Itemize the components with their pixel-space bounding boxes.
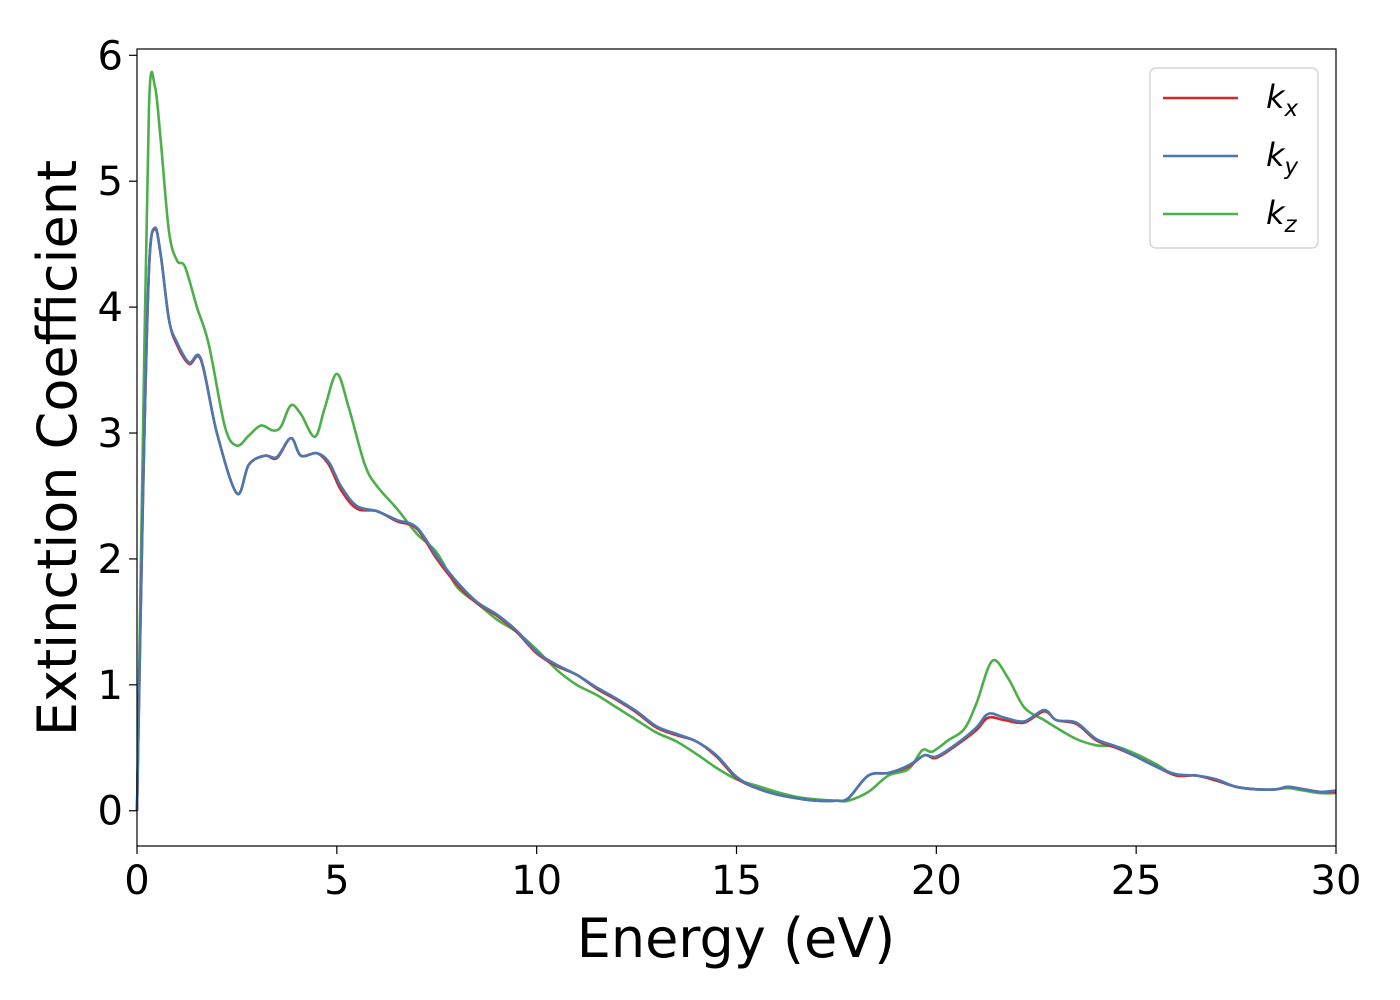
x-tick-label: 30 [1311, 858, 1362, 904]
y-tick-label: 4 [98, 285, 123, 331]
x-axis-label: Energy (eV) [577, 907, 896, 970]
legend-label-kx: kx [1266, 78, 1299, 122]
plot-area [137, 49, 1336, 846]
x-tick-label: 15 [711, 858, 762, 904]
legend-box [1149, 67, 1319, 249]
legend-label-kz: kz [1266, 194, 1298, 238]
y-tick-label: 5 [98, 159, 123, 205]
series-line-ky [135, 226, 1337, 811]
x-tick-label: 20 [911, 858, 962, 904]
y-tick-label: 6 [98, 33, 123, 79]
x-tick-label: 5 [324, 858, 349, 904]
x-tick-label: 25 [1111, 858, 1162, 904]
legend-label-ky: ky [1266, 136, 1299, 180]
series-layer [135, 70, 1337, 811]
x-tick-label: 10 [511, 858, 562, 904]
y-axis-ticks: 0 1 2 3 4 5 6 [98, 33, 137, 835]
series-line-kz [135, 70, 1337, 811]
legend: kx ky kz [1149, 67, 1319, 249]
y-tick-label: 1 [98, 663, 123, 709]
y-tick-label: 2 [98, 537, 123, 583]
y-tick-label: 0 [98, 789, 123, 835]
x-tick-label: 0 [124, 858, 149, 904]
y-axis-label: Extinction Coefficient [26, 160, 89, 736]
x-axis-ticks: 0 5 10 15 20 25 30 [124, 846, 1361, 904]
y-tick-label: 3 [98, 411, 123, 457]
